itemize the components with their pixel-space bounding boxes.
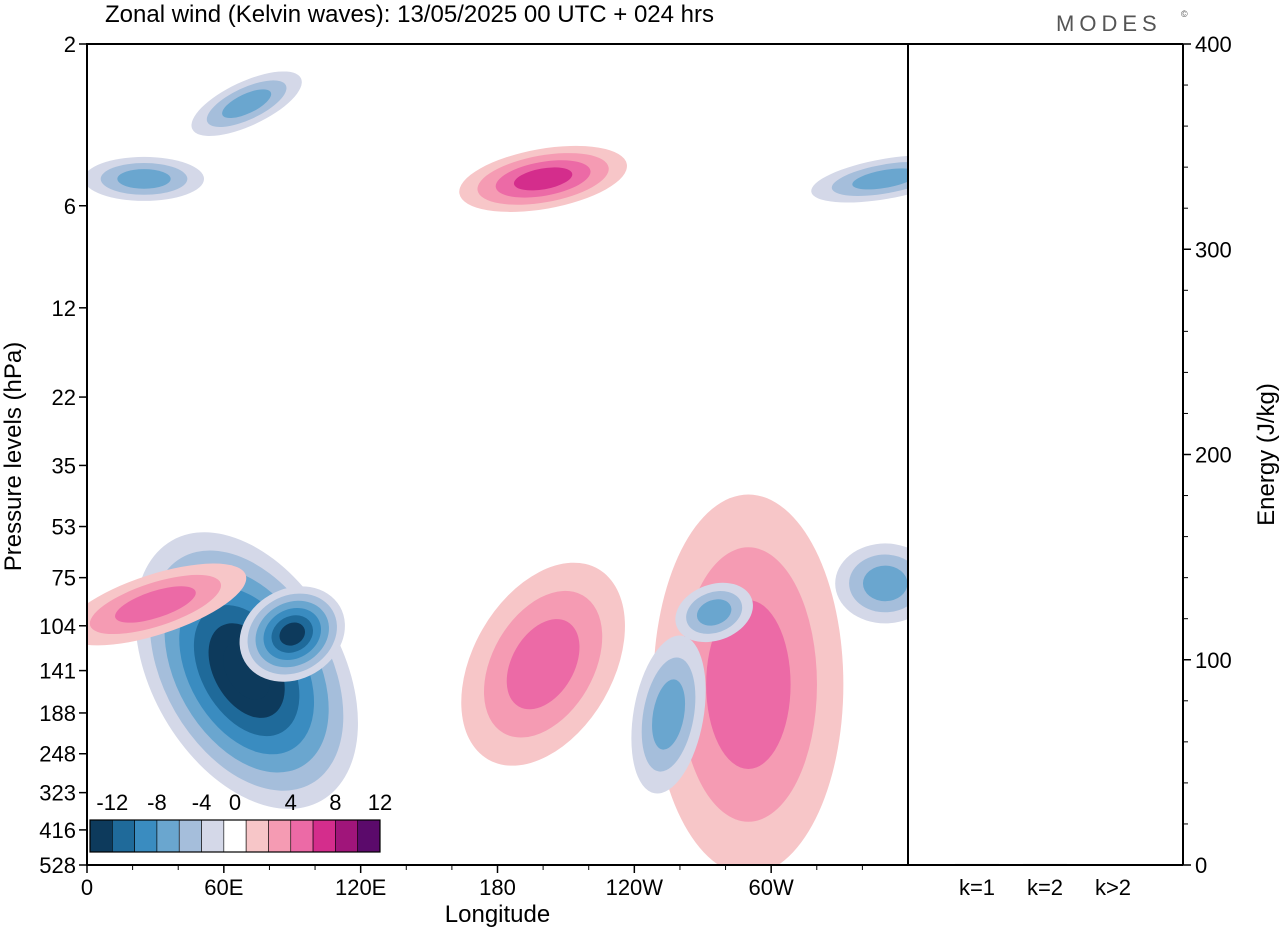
energy-category-label: k=2 (1027, 875, 1063, 900)
y-tick-label: 141 (39, 659, 76, 684)
contour-feature (87, 156, 204, 201)
contour-shading (652, 679, 686, 750)
colorbar-swatch (178, 819, 202, 853)
colorbar-label: 8 (329, 790, 341, 815)
y-tick-label: 323 (39, 781, 76, 806)
colorbar-swatch (156, 819, 180, 853)
x-tick-label: 120W (606, 875, 664, 900)
contour-shading (852, 168, 908, 190)
colorbar-swatch (335, 819, 358, 853)
x-tick-label: 60E (204, 875, 243, 900)
y-tick-label: 104 (39, 614, 76, 639)
y-tick-label: 35 (52, 453, 76, 478)
colorbar-swatch (357, 819, 381, 853)
y-tick-label: 188 (39, 701, 76, 726)
colorbar-label: -4 (192, 790, 212, 815)
energy-bar-chart: 0 100 200 300 400 k=1 k=2 k>2 Energy (J/kg) (908, 32, 1280, 900)
heatmap-axes: 0 60E 120E 180 120W 60W Longitude 2 6 12 22 35 53 75 1… (0, 32, 909, 928)
contour-feature (835, 543, 908, 624)
y-tick-label: 75 (52, 566, 76, 591)
contour-feature (461, 562, 625, 766)
colorbar-swatch (112, 819, 135, 853)
x-tick-label: 60W (749, 875, 794, 900)
energy-bar (1091, 864, 1135, 866)
colorbar-swatch (201, 819, 225, 853)
y-tick-label: 12 (52, 296, 76, 321)
x-tick-label: 180 (479, 875, 516, 900)
energy-y-tick-label: 100 (1195, 648, 1232, 673)
colorbar-swatch (312, 819, 336, 853)
energy-axis-title: Energy (J/kg) (1253, 383, 1280, 526)
y-tick-label: 528 (39, 853, 76, 878)
x-tick-label: 0 (81, 875, 93, 900)
modes-logo: MODES (1056, 11, 1162, 36)
contour-shading (706, 600, 791, 769)
contour-feature (631, 635, 706, 794)
energy-category-label: k=1 (959, 875, 995, 900)
contour-shading (117, 169, 171, 189)
energy-category-label: k>2 (1095, 875, 1131, 900)
y-axis-title: Pressure levels (hPa) (0, 342, 27, 571)
energy-y-tick-label: 400 (1195, 32, 1232, 57)
contour-feature (459, 145, 627, 212)
colorbar-label: 4 (285, 790, 297, 815)
y-tick-label: 6 (64, 194, 76, 219)
contour-feature (653, 494, 844, 865)
colorbar-swatch (134, 819, 158, 853)
y-tick-label: 53 (52, 515, 76, 540)
energy-y-tick-label: 200 (1195, 443, 1232, 468)
colorbar-swatch (223, 819, 247, 853)
colorbar-label: 12 (368, 790, 392, 815)
contour-feature (191, 71, 302, 136)
contour-feature (87, 563, 247, 646)
colorbar-swatch (245, 819, 269, 853)
y-tick-label: 22 (52, 385, 76, 410)
colorbar-label: 0 (229, 790, 241, 815)
colorbar-swatch (290, 819, 314, 853)
contour-shading (115, 586, 196, 623)
contour-shading (279, 622, 306, 646)
x-axis-title: Longitude (445, 901, 550, 928)
contour-shading (862, 565, 908, 602)
energy-bar (955, 863, 999, 866)
contour-field (87, 71, 908, 865)
colorbar-frame (89, 819, 381, 853)
contour-feature (675, 582, 753, 643)
contour-shading (513, 167, 573, 191)
colorbar-legend: -12 -8 -4 0 4 8 12 (89, 790, 392, 853)
contour-feature (135, 532, 358, 809)
contour-feature (811, 155, 908, 203)
chart-title: Zonal wind (Kelvin waves): 13/05/2025 00… (105, 1, 714, 28)
colorbar-label: -8 (147, 790, 167, 815)
energy-y-tick-label: 0 (1195, 853, 1207, 878)
energy-y-tick-label: 300 (1195, 237, 1232, 262)
colorbar-swatch (268, 819, 292, 853)
y-tick-label: 248 (39, 742, 76, 767)
y-tick-label: 2 (64, 32, 76, 57)
colorbar-label: -12 (96, 790, 128, 815)
colorbar-swatch (89, 819, 113, 853)
logo-copyright-mark: © (1181, 9, 1188, 19)
x-tick-label: 120E (335, 875, 386, 900)
contour-shading (222, 89, 272, 119)
contour-shading (696, 599, 732, 626)
contour-shading (506, 619, 580, 710)
contour-feature (239, 586, 345, 682)
energy-bar (1023, 863, 1067, 866)
y-tick-label: 416 (39, 818, 76, 843)
